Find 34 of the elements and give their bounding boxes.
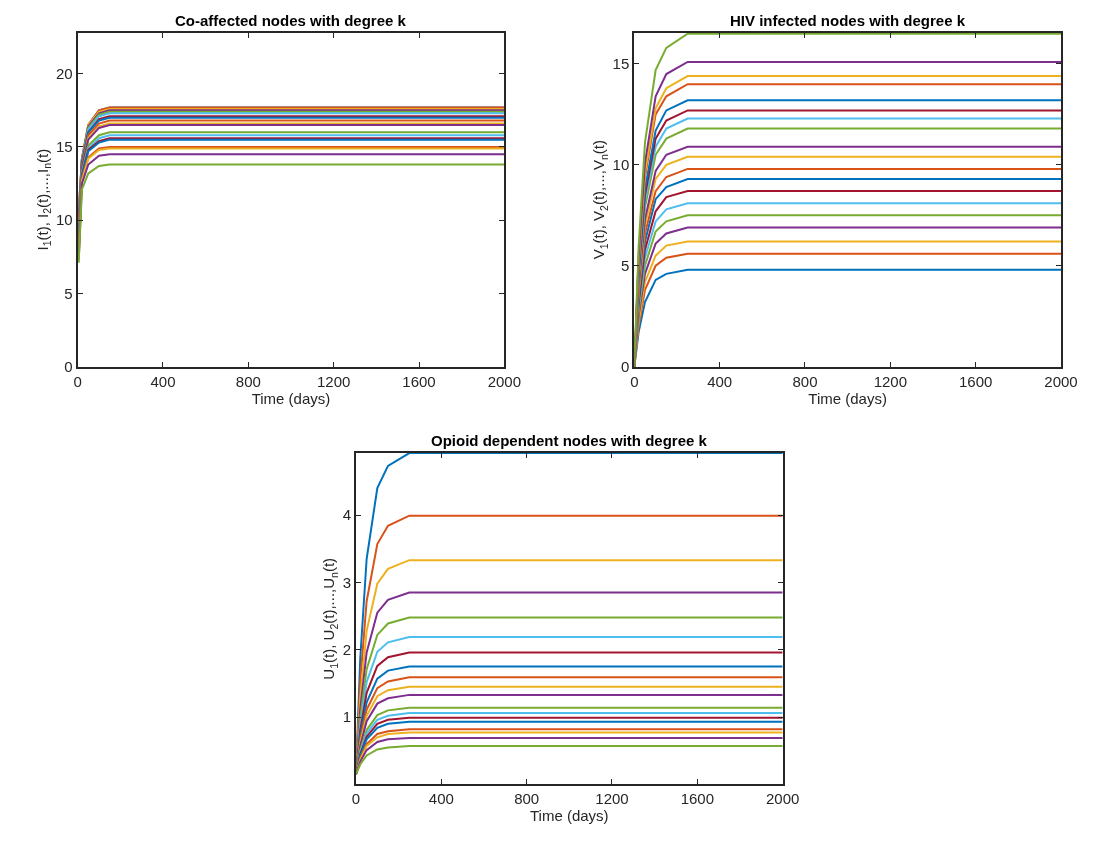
x-tick-label: 1200 <box>595 790 629 808</box>
x-tick-label: 800 <box>235 372 261 390</box>
x-tick-label: 2000 <box>487 372 522 390</box>
x-tick-label: 400 <box>707 372 733 390</box>
y-tick-label: 4 <box>342 506 351 524</box>
y-tick-label: 0 <box>620 357 630 375</box>
y-tick-label: 5 <box>64 284 73 302</box>
x-tick-label: 800 <box>792 372 818 390</box>
y-tick-label: 0 <box>64 357 73 375</box>
x-axis-title: Time (days) <box>808 389 887 407</box>
y-tick-label: 15 <box>55 138 73 156</box>
x-tick-label: 1200 <box>873 372 908 390</box>
y-tick-label: 20 <box>55 64 73 82</box>
x-axis-title: Time (days) <box>251 389 331 407</box>
y-tick-label: 1 <box>342 708 351 726</box>
x-tick-label: 400 <box>428 790 454 808</box>
y-tick-label: 5 <box>620 257 630 275</box>
y-tick-label: 2 <box>342 641 351 658</box>
x-tick-label: 2000 <box>1044 372 1078 390</box>
x-tick-label: 1600 <box>680 790 715 808</box>
y-tick-label: 10 <box>55 211 73 229</box>
x-tick-label: 1600 <box>402 372 436 390</box>
x-tick-label: 400 <box>150 372 176 390</box>
y-tick-label: 15 <box>612 55 630 73</box>
x-tick-label: 800 <box>514 790 540 808</box>
chart-title: Opioid dependent nodes with degree k <box>431 432 708 449</box>
chart-title: Co-affected nodes with degree k <box>175 12 407 29</box>
y-tick-label: 3 <box>342 573 351 591</box>
y-tick-label: 10 <box>612 156 630 174</box>
x-tick-label: 1200 <box>316 372 351 390</box>
x-tick-label: 2000 <box>765 790 800 808</box>
x-axis-title: Time (days) <box>530 807 609 825</box>
x-tick-label: 1600 <box>958 372 993 390</box>
chart-title: HIV infected nodes with degree k <box>730 12 966 29</box>
